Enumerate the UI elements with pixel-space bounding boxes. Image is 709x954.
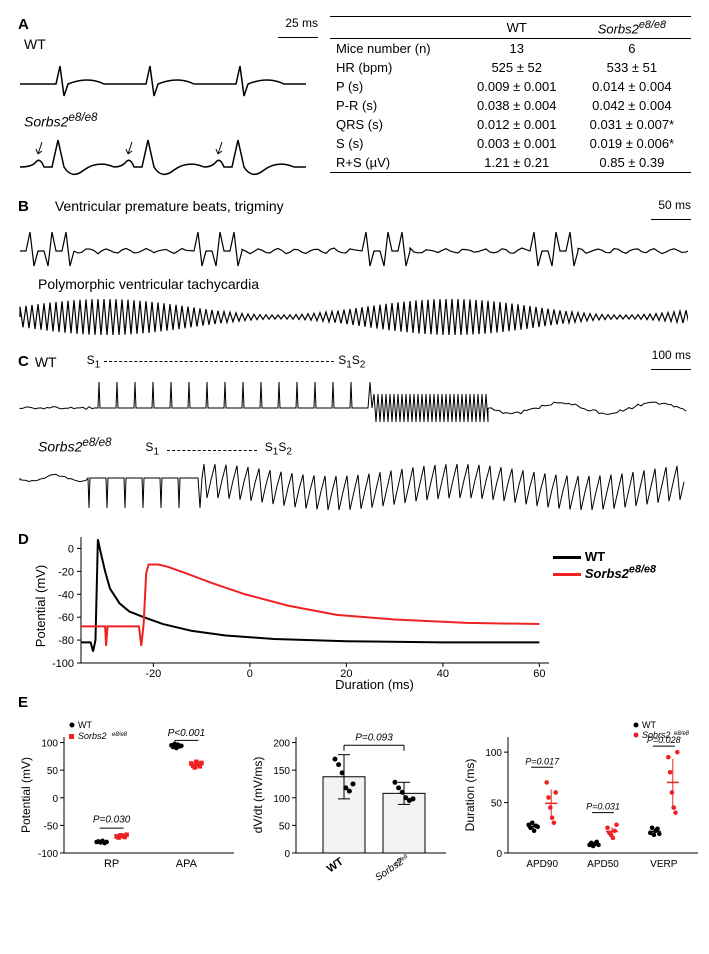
panel-b: B Ventricular premature beats, trigminy … <box>18 198 691 342</box>
panel-b-label: B <box>18 198 29 215</box>
svg-text:-100: -100 <box>52 658 74 670</box>
svg-text:P=0.031: P=0.031 <box>586 801 620 811</box>
pvt-trace <box>18 292 688 337</box>
svg-text:-60: -60 <box>58 612 74 624</box>
panel-a-label: A <box>18 16 29 33</box>
svg-text:RP: RP <box>104 858 119 870</box>
wt-pacing-trace <box>18 376 688 431</box>
panel-c-mut-label: Sorbs2e8/e8 S1 S1S2 <box>38 436 691 458</box>
svg-text:0: 0 <box>284 849 290 860</box>
arrow-icon <box>36 142 222 154</box>
svg-text:-20: -20 <box>145 668 161 680</box>
col-mut: Sorbs2e8/e8 <box>573 17 691 39</box>
svg-text:-80: -80 <box>58 635 74 647</box>
svg-text:-20: -20 <box>58 566 74 578</box>
panel-a-table: WT Sorbs2e8/e8 Mice number (n)136HR (bpm… <box>330 16 691 192</box>
svg-text:P=0.028: P=0.028 <box>647 735 681 745</box>
ecg-mut-trace <box>18 132 308 187</box>
svg-text:60: 60 <box>533 668 545 680</box>
svg-text:0: 0 <box>52 793 58 804</box>
figure-root: A WT 25 ms Sorbs2e8/e8 <box>0 0 709 908</box>
svg-text:100: 100 <box>41 738 58 749</box>
svg-text:WT: WT <box>325 855 346 875</box>
panel-a-mut-label: Sorbs2e8/e8 <box>24 111 318 130</box>
panel-c-label: C <box>18 353 29 370</box>
panel-d-legend: WT Sorbs2e8/e8 <box>553 531 656 681</box>
panel-c-scalebar: 100 ms <box>647 348 691 376</box>
svg-text:VERP: VERP <box>650 859 678 870</box>
svg-text:-40: -40 <box>58 589 74 601</box>
scalebar-text: 25 ms <box>285 16 318 30</box>
svg-text:-50: -50 <box>44 821 59 832</box>
svg-text:WT: WT <box>78 720 92 730</box>
ecg-wt-trace <box>18 54 308 104</box>
svg-text:-100: -100 <box>38 849 58 860</box>
svg-text:P<0.001: P<0.001 <box>168 728 206 739</box>
svg-text:APD90: APD90 <box>526 859 558 870</box>
panel-a-scalebar: 25 ms <box>274 16 318 44</box>
stats-table: WT Sorbs2e8/e8 Mice number (n)136HR (bpm… <box>330 16 691 173</box>
svg-text:150: 150 <box>273 766 290 777</box>
panel-d-label: D <box>18 531 29 681</box>
panel-b-title1: Ventricular premature beats, trigminy <box>55 198 284 214</box>
svg-text:20: 20 <box>340 668 352 680</box>
svg-text:P=0.017: P=0.017 <box>525 756 560 766</box>
panel-e: -100-50050100Potential (mV)WTSorbs2e8/e8… <box>18 717 691 892</box>
s1-label: S1 <box>87 353 101 370</box>
svg-text:Potential (mV): Potential (mV) <box>33 565 48 647</box>
svg-text:e8/e8: e8/e8 <box>112 732 128 738</box>
svg-text:P=0.093: P=0.093 <box>355 732 393 743</box>
action-potential-chart: 0 -20 -40 -60 -80 -100 -20 0 20 40 60 Potential (mV… <box>33 531 553 681</box>
svg-text:0: 0 <box>496 849 502 860</box>
panel-c-wt-label: WT <box>35 354 57 370</box>
svg-text:APD50: APD50 <box>587 859 619 870</box>
mut-pacing-trace <box>18 458 688 518</box>
svg-text:Duration (ms): Duration (ms) <box>463 758 477 831</box>
trigeminy-trace <box>18 226 688 271</box>
svg-text:P=0.030: P=0.030 <box>93 814 131 825</box>
svg-text:dV/dt (mV/ms): dV/dt (mV/ms) <box>251 756 265 833</box>
svg-text:50: 50 <box>279 821 291 832</box>
panel-e-label: E <box>18 694 28 711</box>
svg-text:200: 200 <box>273 738 290 749</box>
svg-text:Sorbs2: Sorbs2 <box>78 731 107 741</box>
svg-text:0: 0 <box>247 668 253 680</box>
panel-a-wt-label: WT <box>24 36 46 52</box>
panel-e-chart1: -100 -50 0 50 100 Potential (mV) WTSorbs2 e8/e8… <box>18 717 238 892</box>
panel-d: D 0 -20 -40 -60 -80 -100 -20 0 20 40 60 Potential (… <box>18 531 691 681</box>
panel-c: C WT S1 S1S2 100 ms Sorbs2e8/e8 S1 S1S2 <box>18 348 691 523</box>
panel-e-chart3: 050100Duration (ms)WTSobrs2e8/e8APD90P=0… <box>462 717 702 892</box>
col-wt: WT <box>461 17 573 39</box>
svg-text:40: 40 <box>437 668 449 680</box>
svg-text:50: 50 <box>47 766 59 777</box>
panel-e-chart2: 050100150200dV/dt (mV/ms)WTSorbs2e8/e8P=… <box>250 717 450 892</box>
svg-text:100: 100 <box>485 748 502 759</box>
panel-a-traces: A WT 25 ms Sorbs2e8/e8 <box>18 16 318 192</box>
s1s2-label: S1S2 <box>338 353 365 370</box>
svg-text:50: 50 <box>491 798 503 809</box>
svg-text:0: 0 <box>68 543 74 555</box>
svg-text:Potential (mV): Potential (mV) <box>19 757 33 833</box>
panel-a: A WT 25 ms Sorbs2e8/e8 <box>18 16 691 192</box>
panel-b-scalebar: 50 ms <box>647 198 691 226</box>
svg-text:100: 100 <box>273 793 290 804</box>
panel-b-title2: Polymorphic ventricular tachycardia <box>38 276 691 292</box>
svg-text:APA: APA <box>176 858 198 870</box>
svg-text:WT: WT <box>642 720 656 730</box>
